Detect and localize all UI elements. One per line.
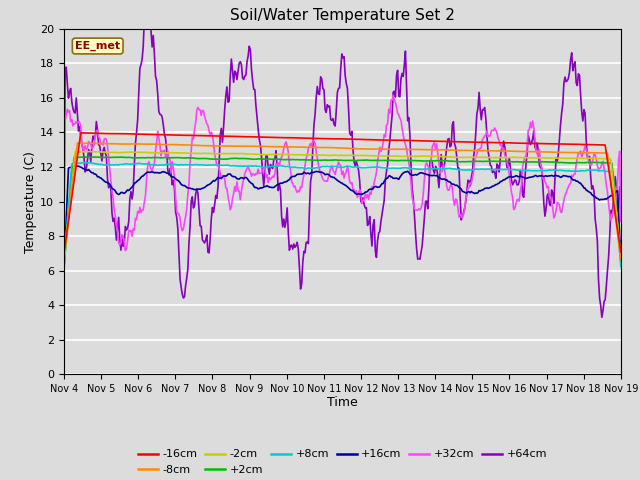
-2cm: [393, 153, 401, 159]
-8cm: [617, 257, 625, 263]
+8cm: [605, 168, 612, 174]
+2cm: [117, 154, 125, 160]
-16cm: [362, 137, 370, 143]
-16cm: [60, 251, 68, 256]
-2cm: [60, 261, 68, 266]
-16cm: [605, 165, 612, 171]
-16cm: [393, 137, 401, 143]
+8cm: [362, 165, 370, 170]
+64cm: [362, 205, 370, 211]
+16cm: [393, 175, 401, 181]
-8cm: [518, 148, 525, 154]
+64cm: [606, 235, 614, 240]
+64cm: [617, 189, 625, 194]
-8cm: [60, 251, 68, 257]
+2cm: [362, 157, 370, 163]
+64cm: [146, 2, 154, 8]
+16cm: [326, 172, 333, 178]
+16cm: [75, 163, 83, 169]
Line: +16cm: +16cm: [64, 166, 621, 271]
Text: EE_met: EE_met: [75, 41, 120, 51]
+8cm: [326, 164, 333, 169]
-8cm: [326, 144, 333, 150]
+8cm: [60, 259, 68, 265]
+64cm: [598, 314, 605, 320]
+8cm: [329, 164, 337, 169]
+64cm: [60, 225, 68, 230]
-8cm: [329, 145, 337, 151]
-8cm: [74, 140, 81, 146]
+2cm: [518, 159, 525, 165]
-8cm: [393, 146, 401, 152]
Y-axis label: Temperature (C): Temperature (C): [24, 151, 37, 252]
+64cm: [329, 116, 337, 121]
Line: -2cm: -2cm: [64, 152, 621, 264]
-2cm: [605, 156, 612, 162]
+16cm: [362, 189, 370, 195]
Line: +2cm: +2cm: [64, 157, 621, 266]
+8cm: [80, 160, 88, 166]
+32cm: [617, 218, 625, 224]
+2cm: [393, 158, 401, 164]
-8cm: [605, 159, 612, 165]
Line: +32cm: +32cm: [64, 96, 621, 251]
+2cm: [326, 157, 333, 163]
Legend: -16cm, -8cm, -2cm, +2cm, +8cm, +16cm, +32cm, +64cm: -16cm, -8cm, -2cm, +2cm, +8cm, +16cm, +3…: [134, 445, 551, 480]
+16cm: [518, 174, 525, 180]
-16cm: [329, 136, 337, 142]
+32cm: [122, 248, 129, 253]
-16cm: [77, 130, 84, 136]
+8cm: [617, 264, 625, 269]
+64cm: [326, 103, 333, 109]
Title: Soil/Water Temperature Set 2: Soil/Water Temperature Set 2: [230, 9, 455, 24]
-16cm: [518, 140, 525, 146]
-2cm: [326, 153, 333, 158]
+32cm: [389, 93, 397, 98]
+32cm: [394, 110, 401, 116]
-8cm: [362, 146, 370, 152]
+64cm: [393, 72, 401, 78]
+16cm: [617, 255, 625, 261]
-2cm: [617, 253, 625, 259]
Line: -8cm: -8cm: [64, 143, 621, 260]
+32cm: [329, 167, 337, 173]
-2cm: [86, 149, 93, 155]
+2cm: [329, 157, 337, 163]
X-axis label: Time: Time: [327, 396, 358, 408]
+8cm: [393, 166, 401, 171]
+64cm: [518, 172, 525, 178]
+16cm: [605, 194, 612, 200]
+2cm: [617, 254, 625, 260]
+2cm: [605, 160, 612, 166]
+2cm: [60, 263, 68, 269]
Line: +64cm: +64cm: [64, 5, 621, 317]
+32cm: [606, 210, 614, 216]
+32cm: [60, 205, 68, 211]
-16cm: [617, 249, 625, 255]
+16cm: [329, 175, 337, 180]
+32cm: [362, 195, 370, 201]
-2cm: [518, 155, 525, 160]
Line: -16cm: -16cm: [64, 133, 621, 253]
+16cm: [60, 268, 68, 274]
-2cm: [362, 153, 370, 158]
Line: +8cm: +8cm: [64, 163, 621, 266]
+32cm: [519, 164, 527, 169]
-2cm: [329, 152, 337, 158]
+32cm: [326, 170, 333, 176]
+8cm: [518, 168, 525, 173]
-16cm: [326, 136, 333, 142]
